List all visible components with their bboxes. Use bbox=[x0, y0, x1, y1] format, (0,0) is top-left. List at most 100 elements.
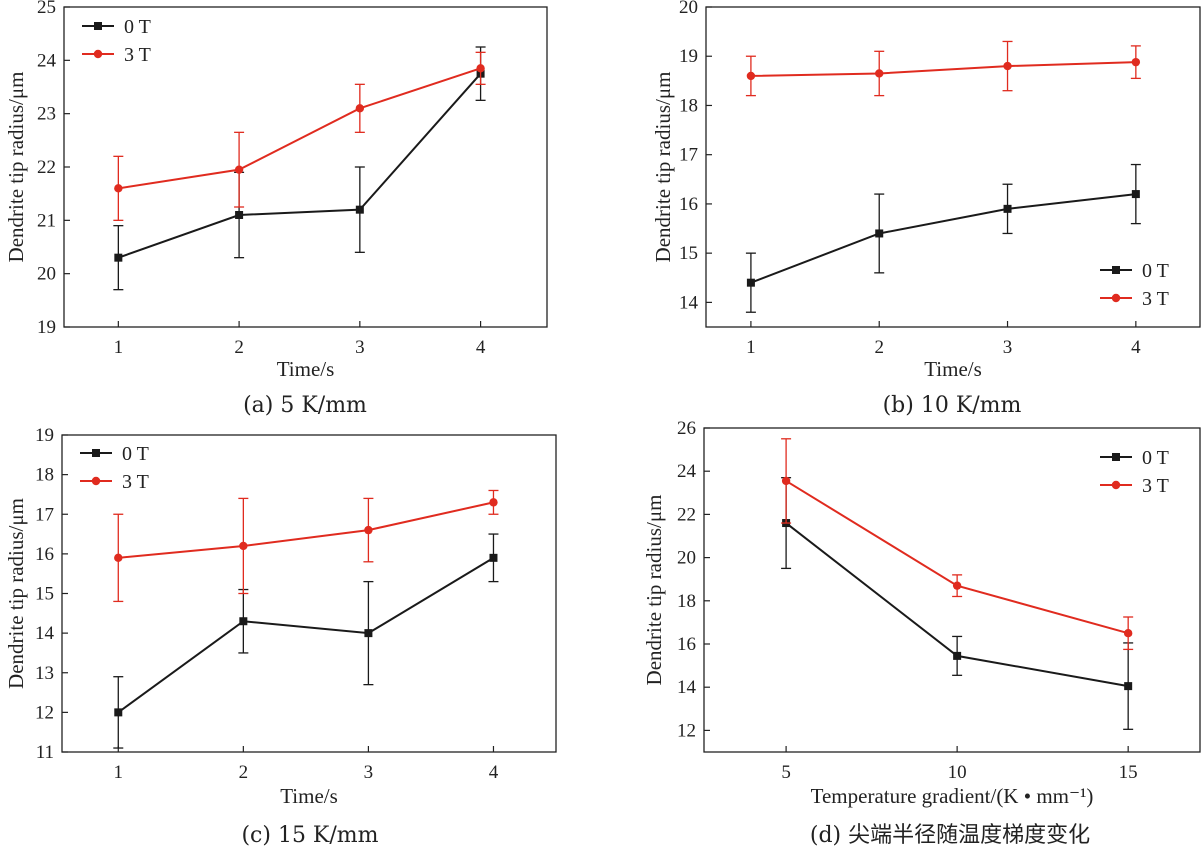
y-tick-label: 18 bbox=[35, 465, 54, 486]
chart-caption: (a) 5 K/mm bbox=[243, 393, 367, 418]
x-tick-label: 4 bbox=[489, 762, 499, 783]
x-tick-label: 1 bbox=[114, 762, 124, 783]
y-tick-label: 18 bbox=[677, 591, 696, 612]
data-point bbox=[239, 617, 248, 626]
x-tick-label: 15 bbox=[1119, 762, 1138, 783]
x-axis-title: Time/s bbox=[280, 784, 338, 808]
data-point bbox=[875, 229, 884, 238]
data-point bbox=[234, 165, 244, 174]
legend-label: 0 T bbox=[1142, 447, 1169, 469]
y-tick-label: 12 bbox=[35, 702, 54, 723]
series-0t bbox=[745, 163, 1141, 313]
series-line bbox=[750, 61, 1136, 77]
data-point bbox=[1123, 629, 1133, 638]
x-tick-label: 3 bbox=[355, 337, 365, 358]
legend-marker bbox=[1112, 453, 1120, 461]
y-axis-title: Dendrite tip radius/μm bbox=[4, 498, 28, 689]
y-tick-label: 26 bbox=[677, 418, 696, 439]
legend: 0 T3 T bbox=[1100, 447, 1169, 497]
legend-marker bbox=[93, 49, 103, 59]
x-tick-label: 1 bbox=[114, 337, 124, 358]
y-tick-label: 15 bbox=[35, 584, 54, 605]
y-tick-label: 23 bbox=[37, 104, 56, 125]
y-axis-title: Dendrite tip radius/μm bbox=[651, 72, 675, 263]
legend-marker bbox=[91, 476, 101, 486]
series-0t bbox=[781, 477, 1134, 730]
x-axis-title: Time/s bbox=[924, 357, 982, 381]
data-point bbox=[953, 651, 962, 660]
y-tick-label: 20 bbox=[679, 0, 698, 18]
legend-label: 0 T bbox=[124, 16, 151, 38]
legend-label: 0 T bbox=[1142, 260, 1169, 282]
y-tick-label: 16 bbox=[35, 544, 54, 565]
x-tick-label: 2 bbox=[239, 762, 249, 783]
series-0t bbox=[113, 533, 499, 749]
y-tick-label: 12 bbox=[677, 720, 696, 741]
data-point bbox=[364, 525, 373, 535]
data-point bbox=[489, 553, 498, 562]
x-axis-title: Time/s bbox=[277, 357, 335, 381]
legend-label: 3 T bbox=[1142, 288, 1169, 310]
plot-frame bbox=[703, 427, 1201, 753]
x-tick-label: 5 bbox=[781, 762, 791, 783]
y-tick-label: 24 bbox=[37, 50, 57, 71]
data-point bbox=[746, 278, 755, 287]
legend: 0 T3 T bbox=[82, 16, 151, 66]
series-line bbox=[118, 73, 482, 259]
y-tick-label: 15 bbox=[679, 243, 698, 264]
series-3t bbox=[113, 51, 486, 221]
legend-marker bbox=[92, 449, 100, 457]
data-point bbox=[355, 205, 364, 214]
legend-label: 3 T bbox=[1142, 475, 1169, 497]
data-point bbox=[476, 64, 485, 73]
legend-label: 0 T bbox=[122, 443, 149, 465]
x-tick-label: 10 bbox=[948, 762, 967, 783]
data-point bbox=[364, 629, 373, 638]
series-0t bbox=[113, 46, 486, 291]
series-line bbox=[118, 67, 481, 190]
x-axis-title: Temperature gradient/(K • mm⁻¹) bbox=[811, 784, 1094, 808]
legend: 0 T3 T bbox=[1100, 260, 1169, 310]
data-point bbox=[746, 71, 756, 81]
data-point bbox=[235, 211, 244, 219]
data-point bbox=[1003, 204, 1012, 213]
x-tick-label: 3 bbox=[364, 762, 374, 783]
y-tick-label: 16 bbox=[677, 634, 696, 655]
data-point bbox=[489, 498, 498, 507]
y-tick-label: 20 bbox=[37, 264, 56, 285]
legend: 0 T3 T bbox=[80, 443, 149, 493]
series-line bbox=[117, 556, 494, 714]
data-point bbox=[875, 69, 884, 78]
y-tick-label: 19 bbox=[679, 46, 698, 67]
legend-marker bbox=[1111, 480, 1121, 490]
series-line bbox=[118, 501, 494, 559]
data-point bbox=[239, 541, 248, 551]
data-point bbox=[1003, 61, 1012, 71]
y-tick-label: 21 bbox=[37, 210, 56, 231]
y-tick-label: 13 bbox=[35, 663, 54, 684]
x-tick-label: 4 bbox=[1131, 337, 1141, 358]
legend-label: 3 T bbox=[124, 44, 151, 66]
data-point bbox=[1124, 682, 1133, 691]
y-tick-label: 17 bbox=[35, 504, 54, 525]
y-tick-label: 24 bbox=[677, 461, 697, 482]
x-tick-label: 4 bbox=[476, 337, 486, 358]
y-axis-title: Dendrite tip radius/μm bbox=[642, 495, 666, 686]
y-tick-label: 14 bbox=[677, 677, 697, 698]
y-tick-label: 19 bbox=[37, 317, 56, 338]
chart-caption: (b) 10 K/mm bbox=[883, 393, 1022, 418]
chart-caption: (c) 15 K/mm bbox=[241, 823, 378, 848]
data-point bbox=[781, 476, 791, 486]
legend-marker bbox=[94, 22, 102, 30]
y-tick-label: 22 bbox=[37, 157, 56, 178]
y-tick-label: 16 bbox=[679, 194, 698, 215]
data-point bbox=[114, 253, 123, 262]
series-3t bbox=[113, 489, 499, 603]
series-line bbox=[750, 193, 1136, 284]
y-axis-title: Dendrite tip radius/μm bbox=[4, 72, 28, 263]
data-point bbox=[1131, 190, 1140, 199]
y-tick-label: 14 bbox=[679, 292, 699, 313]
